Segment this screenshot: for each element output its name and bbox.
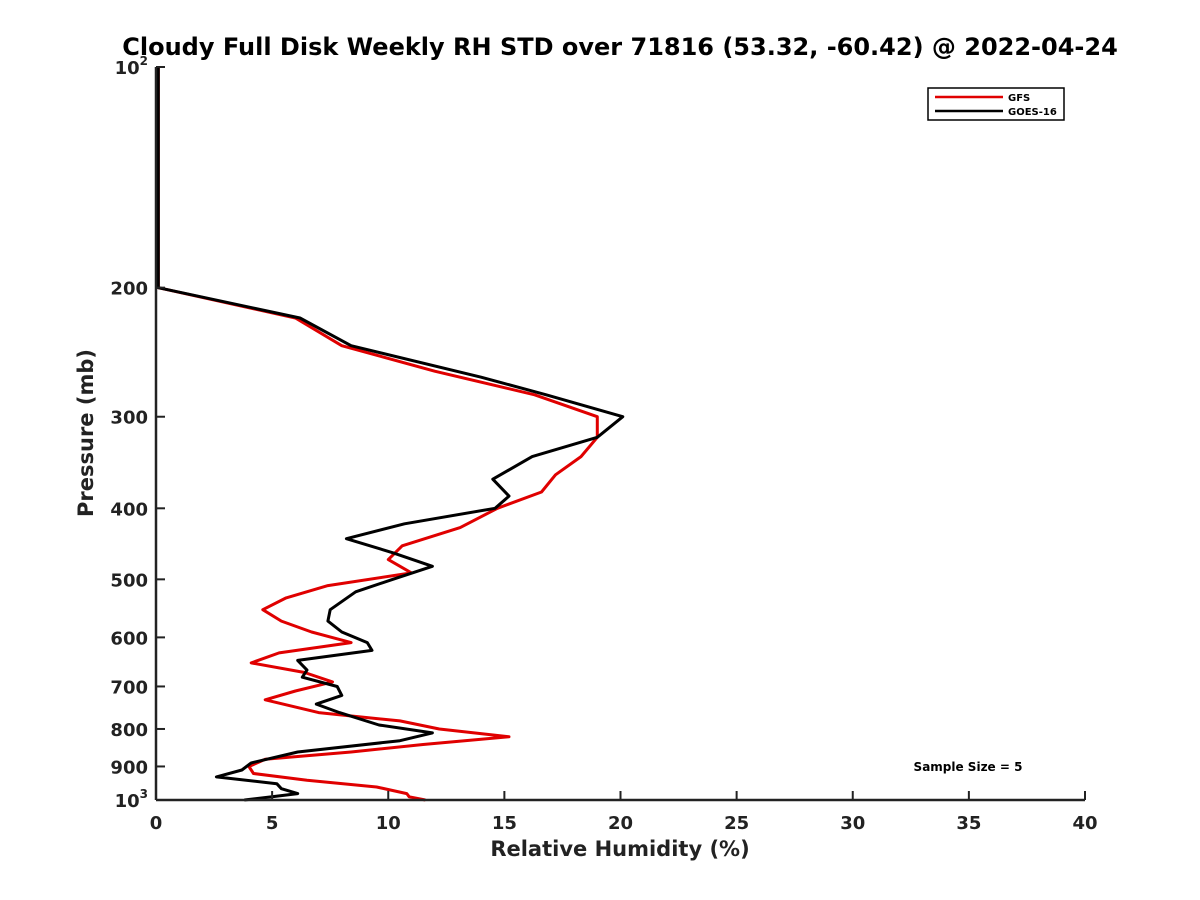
y-tick-label: 200 bbox=[110, 279, 148, 300]
x-tick-label: 30 bbox=[840, 813, 865, 834]
y-tick-exponent: 2 bbox=[140, 54, 148, 68]
y-tick-label: 500 bbox=[110, 570, 148, 591]
y-tick-label: 300 bbox=[110, 408, 148, 429]
x-tick-label: 40 bbox=[1072, 813, 1097, 834]
y-axis-label: Pressure (mb) bbox=[74, 349, 98, 517]
legend: GFS GOES-16 bbox=[927, 87, 1065, 121]
legend-box bbox=[927, 87, 1065, 121]
x-tick-label: 15 bbox=[492, 813, 517, 834]
sample-size-annotation: Sample Size = 5 bbox=[914, 760, 1023, 774]
y-tick-base: 10 bbox=[115, 791, 140, 812]
x-tick-label: 20 bbox=[608, 813, 633, 834]
y-tick-label: 900 bbox=[110, 757, 148, 778]
series-layer bbox=[156, 67, 625, 802]
y-tick-label: 600 bbox=[110, 628, 148, 649]
x-axis-ticks: 0 5 10 15 20 25 30 35 40 bbox=[150, 791, 1098, 834]
x-tick-label: 0 bbox=[150, 813, 163, 834]
y-tick-label: 103 bbox=[115, 787, 148, 812]
chart-title: Cloudy Full Disk Weekly RH STD over 7181… bbox=[122, 33, 1118, 61]
x-tick-label: 35 bbox=[956, 813, 981, 834]
y-tick-label: 800 bbox=[110, 720, 148, 741]
x-tick-label: 25 bbox=[724, 813, 749, 834]
y-tick-label: 700 bbox=[110, 677, 148, 698]
x-axis-label: Relative Humidity (%) bbox=[490, 837, 749, 861]
x-tick-label: 10 bbox=[376, 813, 401, 834]
series-line-goes-16 bbox=[156, 67, 625, 802]
y-tick-label: 102 bbox=[115, 54, 148, 79]
y-tick-exponent: 3 bbox=[140, 787, 148, 801]
y-tick-label: 400 bbox=[110, 499, 148, 520]
plot-area: 0 5 10 15 20 25 30 35 40 10220030040050060070080… bbox=[110, 54, 1097, 834]
legend-label-goes-16: GOES-16 bbox=[1008, 107, 1057, 118]
x-tick-label: 5 bbox=[266, 813, 279, 834]
legend-label-gfs: GFS bbox=[1008, 93, 1030, 104]
y-tick-base: 10 bbox=[115, 58, 140, 79]
series-line-gfs bbox=[156, 67, 599, 802]
